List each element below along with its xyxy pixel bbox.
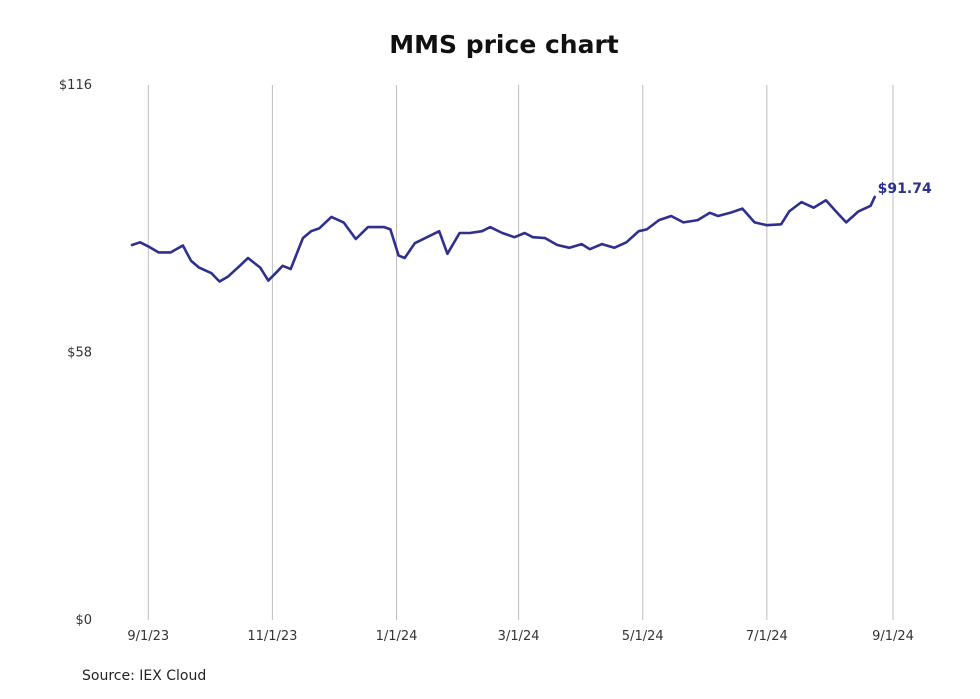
- y-axis-ticks: $0 $58 $116: [59, 78, 92, 628]
- vertical-gridlines: [147, 85, 894, 620]
- x-tick-label: 9/1/23: [127, 629, 169, 644]
- x-tick-label: 7/1/24: [746, 629, 788, 644]
- x-axis-ticks: 9/1/23 11/1/23 1/1/24 3/1/24 5/1/24 7/1/24 9/1…: [127, 629, 914, 644]
- x-tick-label: 1/1/24: [376, 629, 418, 644]
- x-tick-label: 9/1/24: [872, 629, 914, 644]
- y-tick-label: $58: [67, 346, 92, 361]
- x-tick-label: 5/1/24: [622, 629, 664, 644]
- x-tick-label: 11/1/23: [247, 629, 297, 644]
- source-note: Source: IEX Cloud: [82, 668, 207, 684]
- x-tick-label: 3/1/24: [498, 629, 540, 644]
- price-chart: $0 $58 $116 9/1/23 11/1/23 1/1/24 3/1/24 5/1/2…: [59, 78, 932, 644]
- y-tick-label: $0: [75, 613, 92, 628]
- chart-title: MMS price chart: [389, 30, 619, 59]
- price-series-line: [130, 195, 876, 283]
- y-tick-label: $116: [59, 78, 92, 93]
- last-price-label: $91.74: [878, 181, 932, 197]
